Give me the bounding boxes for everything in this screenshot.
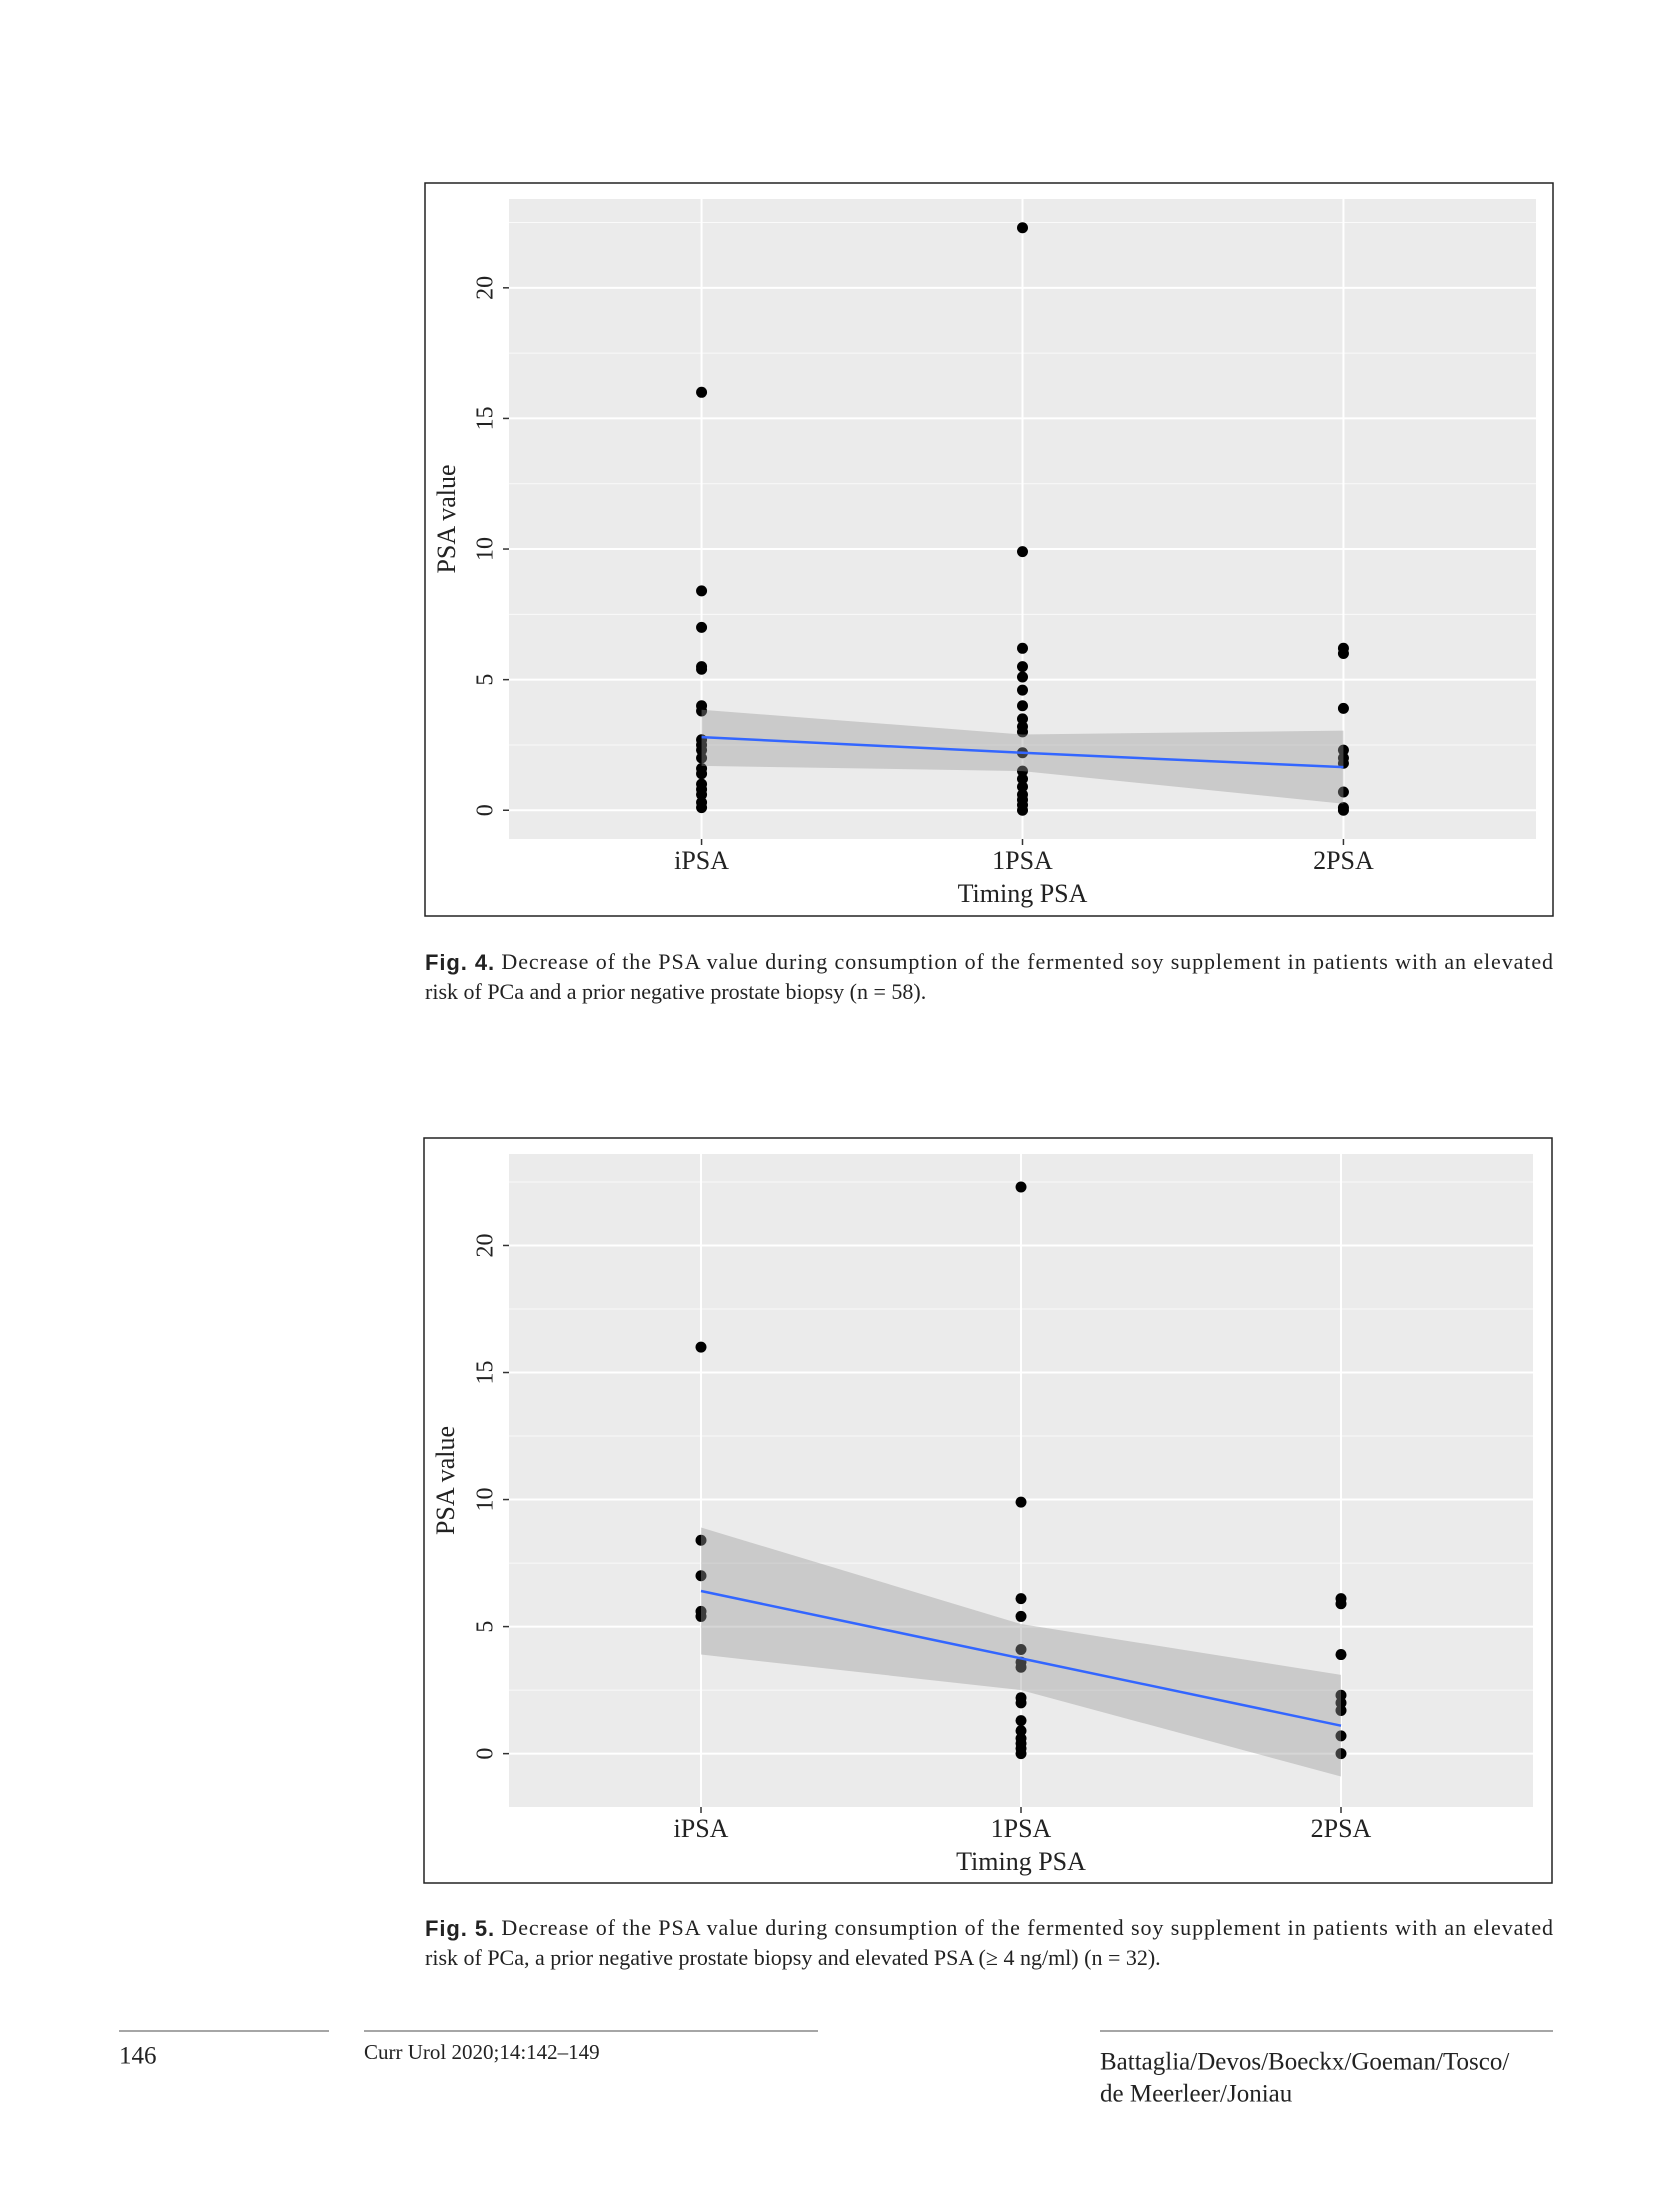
x-tick-label: 2PSA [1311, 1814, 1372, 1843]
y-axis-label: PSA value [431, 1426, 460, 1535]
data-point [1335, 1689, 1347, 1701]
caption-line: Fig. 4. Decrease of the PSA value during… [425, 949, 1553, 975]
caption-text: Decrease of the PSA value during consump… [501, 949, 1553, 974]
data-point [1335, 1748, 1347, 1760]
data-point [1017, 642, 1028, 654]
data-point [1015, 1496, 1027, 1508]
data-point [1337, 702, 1349, 714]
x-axis-label: Timing PSA [956, 1847, 1086, 1876]
fit-line [701, 735, 1344, 769]
data-point [1015, 1661, 1027, 1673]
data-point [696, 386, 708, 398]
confidence-band [701, 709, 1344, 804]
x-tick-label: 2PSA [1313, 846, 1374, 875]
data-point [1335, 1704, 1347, 1716]
data-point [1337, 786, 1349, 798]
data-point [1017, 781, 1028, 793]
data-point [1015, 1748, 1027, 1760]
data-point [1337, 648, 1349, 660]
data-point [1017, 700, 1028, 712]
data-point [1017, 546, 1028, 558]
data-point [1015, 1181, 1027, 1193]
data-point [695, 1341, 707, 1353]
caption-line: Fig. 5. Decrease of the PSA value during… [425, 1915, 1553, 1941]
y-tick-label: 10 [473, 537, 499, 561]
data-point [1015, 1593, 1027, 1605]
y-tick-label: 0 [473, 804, 499, 816]
data-point [696, 744, 708, 756]
y-axis-label: PSA value [432, 464, 461, 573]
data-point [1015, 1643, 1027, 1655]
data-point [1017, 222, 1028, 234]
y-tick-label: 15 [473, 406, 499, 430]
caption-line: risk of PCa and a prior negative prostat… [425, 979, 926, 1004]
page-number: 146 [119, 2043, 157, 2070]
data-point [1015, 1697, 1027, 1709]
data-point [1335, 1649, 1347, 1661]
caption-label: Fig. 5. [425, 1916, 494, 1941]
data-point [1015, 1725, 1027, 1737]
data-point [1337, 804, 1349, 816]
data-point [696, 768, 708, 780]
journal: Curr Urol 2020;14:142–149 [364, 2040, 600, 2064]
data-point [696, 621, 708, 633]
authors: Battaglia/Devos/Boeckx/Goeman/Tosco/ [1100, 2049, 1509, 2076]
data-point [1337, 744, 1349, 756]
x-tick-label: iPSA [674, 846, 729, 875]
y-tick-label: 5 [473, 674, 499, 686]
data-point [1017, 713, 1028, 725]
data-point [1017, 684, 1028, 696]
y-tick-label: 10 [473, 1488, 499, 1512]
data-point [695, 1570, 707, 1582]
data-point [1017, 804, 1028, 816]
data-point [1015, 1610, 1027, 1622]
caption-line: risk of PCa, a prior negative prostate b… [425, 1945, 1161, 1970]
data-point [1017, 765, 1028, 777]
authors: de Meerleer/Joniau [1100, 2081, 1293, 2108]
x-tick-label: 1PSA [992, 846, 1053, 875]
data-point [1017, 726, 1028, 738]
data-point [1017, 671, 1028, 683]
data-point [696, 663, 708, 675]
data-point [1017, 773, 1028, 785]
data-point [1335, 1730, 1347, 1742]
confidence-band [701, 1527, 1341, 1777]
y-tick-label: 5 [473, 1621, 499, 1633]
caption-text: Decrease of the PSA value during consump… [501, 1915, 1553, 1940]
data-point [695, 1534, 707, 1546]
data-point [1335, 1598, 1347, 1610]
x-axis-label: Timing PSA [958, 879, 1088, 908]
y-tick-label: 20 [473, 276, 499, 300]
data-point [695, 1610, 707, 1622]
y-tick-label: 0 [473, 1748, 499, 1760]
data-point [1017, 661, 1028, 673]
data-point [696, 585, 708, 597]
caption-label: Fig. 4. [425, 950, 494, 975]
fit-line [700, 1589, 1342, 1727]
y-tick-label: 15 [473, 1361, 499, 1385]
data-point [696, 705, 708, 717]
x-tick-label: 1PSA [991, 1814, 1052, 1843]
x-tick-label: iPSA [674, 1814, 729, 1843]
y-tick-label: 20 [473, 1233, 499, 1257]
data-point [696, 789, 708, 801]
data-point [1335, 1697, 1347, 1709]
data-point [1015, 1715, 1027, 1727]
data-point [696, 752, 708, 764]
data-point [696, 802, 708, 814]
